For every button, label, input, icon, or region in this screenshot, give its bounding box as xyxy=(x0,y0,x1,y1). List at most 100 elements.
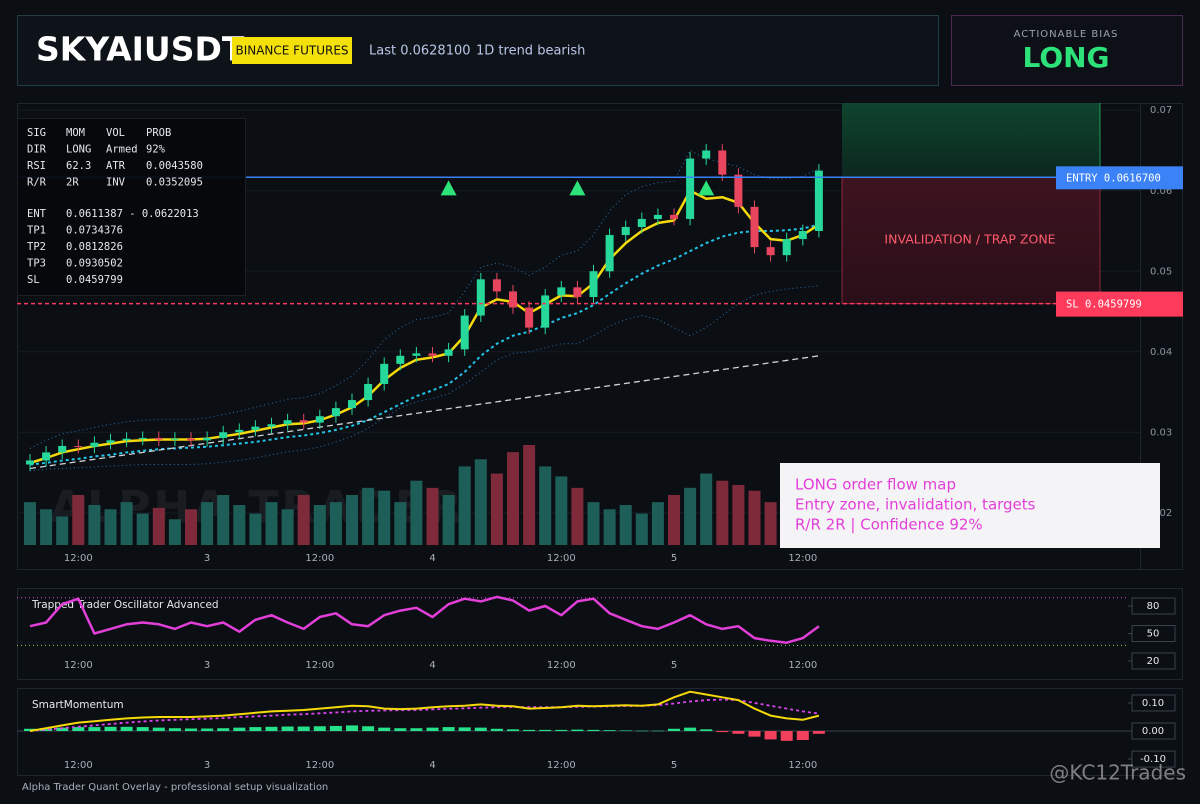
x-tick-label: 12:00 xyxy=(64,553,93,564)
histogram-bar xyxy=(88,727,101,732)
histogram-bar xyxy=(716,731,729,733)
histogram-bar xyxy=(732,731,745,734)
candle-body xyxy=(74,445,83,447)
stop-label: SL 0.0459799 xyxy=(1066,299,1142,311)
x-tick-label: 4 xyxy=(429,660,435,671)
candle-body xyxy=(460,315,469,350)
info-stat: RSI xyxy=(27,160,46,172)
y-tick-label: 50 xyxy=(1147,628,1160,639)
histogram-bar xyxy=(603,730,616,732)
candle-body xyxy=(267,424,276,427)
histogram-bar xyxy=(458,727,471,732)
volume-bar xyxy=(458,466,471,545)
symbol-title: SKYAIUSDT xyxy=(36,30,245,69)
histogram-bar xyxy=(555,729,568,732)
volume-bar xyxy=(635,513,648,545)
volume-bar xyxy=(587,502,600,545)
x-tick-label: 12:00 xyxy=(788,660,817,671)
candle-body xyxy=(235,429,244,433)
histogram-bar xyxy=(619,730,632,732)
volume-bar xyxy=(426,487,439,545)
info-stat: DIR xyxy=(27,144,47,156)
candle-body xyxy=(331,408,340,417)
x-tick-label: 3 xyxy=(204,760,210,771)
histogram-bar xyxy=(120,726,133,732)
candle-body xyxy=(734,174,743,207)
volume-bar xyxy=(507,452,519,545)
candle-body xyxy=(686,158,695,219)
candle-body xyxy=(637,218,646,227)
signal-arrow xyxy=(440,180,457,196)
histogram-bar xyxy=(24,728,36,732)
x-tick-label: 12:00 xyxy=(788,553,817,564)
y-tick-label: 0.06 xyxy=(1150,186,1172,197)
momentum-panel xyxy=(17,688,1183,776)
overlays: SIG MOM VOL PROB DIR LONG Armed 92% RSI 62.3 ATR 0.… xyxy=(17,118,1183,548)
volume-bar xyxy=(265,502,278,545)
histogram-bar xyxy=(378,727,391,732)
y-tick-label: 0.04 xyxy=(1150,347,1172,358)
candle-body xyxy=(814,170,823,232)
candle-body xyxy=(428,353,437,356)
histogram-bar xyxy=(40,728,53,732)
info-level: 0.0734376 xyxy=(66,225,123,237)
histogram-bar xyxy=(587,729,600,732)
info-level: TP1 xyxy=(27,225,46,237)
histogram-bar xyxy=(233,727,246,732)
indicator-line xyxy=(29,595,820,644)
info-panel xyxy=(17,118,246,296)
y-tick-label: 0.05 xyxy=(1150,266,1172,277)
x-tick-label: 12:00 xyxy=(788,760,817,771)
credit-watermark: @KC12Trades xyxy=(1049,761,1186,785)
volume-bar xyxy=(732,485,745,545)
info-level: 0.0812826 xyxy=(66,241,123,253)
y-tick-label: 0.00 xyxy=(1142,726,1164,737)
volume-bar xyxy=(24,502,36,545)
annotation-line: R/R 2R | Confidence 92% xyxy=(795,516,983,534)
histogram-bar xyxy=(362,726,375,732)
y-tick-label: 0.10 xyxy=(1142,698,1164,709)
annotation-box xyxy=(780,463,1160,548)
candle-body xyxy=(106,440,115,443)
volume-bar xyxy=(555,476,568,545)
histogram-bar xyxy=(168,728,181,732)
histogram-bar xyxy=(796,731,809,740)
volume-bar xyxy=(40,509,53,545)
y-tick-label: 0.07 xyxy=(1150,105,1172,116)
panel-title: Trapped Trader Oscillator Advanced xyxy=(31,599,219,611)
volume-bar xyxy=(651,502,664,545)
info-stat: INV xyxy=(106,177,126,189)
histogram-bar xyxy=(104,726,117,732)
y-tick-label: -0.10 xyxy=(1140,754,1166,765)
candle-body xyxy=(750,206,759,248)
histogram-bar xyxy=(490,728,503,732)
candle-body xyxy=(42,452,51,461)
histogram-bar xyxy=(539,729,552,732)
candle-body xyxy=(412,353,421,356)
histogram-bar xyxy=(426,727,439,732)
volume-bar xyxy=(120,502,133,545)
volume-bar xyxy=(329,502,342,545)
candle-body xyxy=(187,438,195,441)
candle-body xyxy=(380,363,389,384)
x-tick-label: 3 xyxy=(204,553,210,564)
volume-bar xyxy=(56,516,69,545)
volume-bar xyxy=(523,445,536,545)
histogram-bar xyxy=(201,728,214,732)
indicator-line xyxy=(29,223,820,466)
candle-body xyxy=(509,291,517,308)
info-stat: PROB xyxy=(146,127,171,139)
entry-label: ENTRY 0.0616700 xyxy=(1066,172,1161,184)
candle-body xyxy=(573,287,582,298)
histogram-bar xyxy=(297,726,310,732)
volume-bar xyxy=(249,513,262,545)
x-tick-label: 4 xyxy=(429,553,435,564)
histogram-bar xyxy=(571,729,584,732)
x-tick-label: 12:00 xyxy=(64,760,93,771)
volume-bar xyxy=(474,459,487,545)
signal-arrow xyxy=(569,180,586,196)
annotation-line: LONG order flow map xyxy=(795,476,956,494)
volume-bar xyxy=(185,509,197,545)
candle-body xyxy=(670,214,678,219)
bias-value: LONG xyxy=(1022,41,1109,74)
